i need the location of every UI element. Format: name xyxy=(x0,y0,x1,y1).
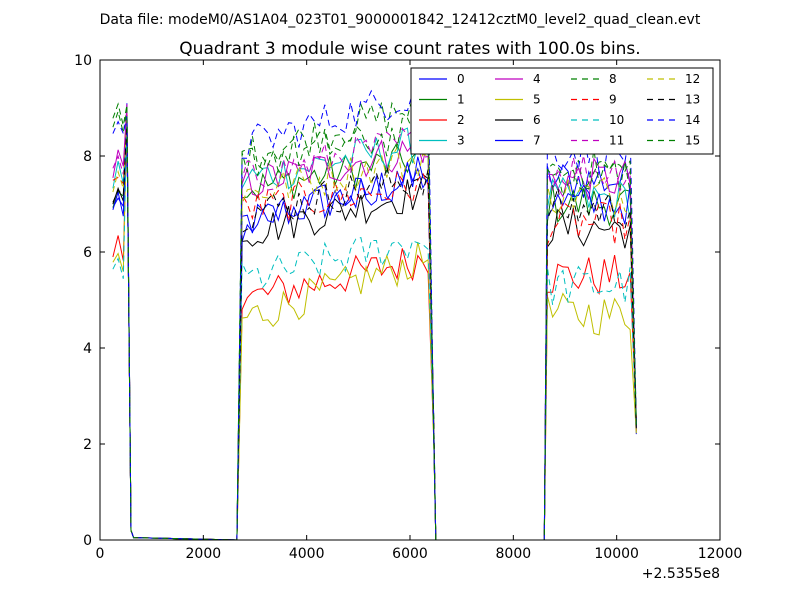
series-line-5 xyxy=(112,109,637,541)
y-tick-label: 6 xyxy=(83,245,92,261)
x-tick-label: 4000 xyxy=(289,546,325,562)
y-tick-label: 8 xyxy=(83,149,92,165)
series-line-1 xyxy=(112,122,637,541)
legend-label-8: 8 xyxy=(609,72,617,86)
series-line-2 xyxy=(112,122,637,541)
legend-label-5: 5 xyxy=(533,93,541,107)
legend-label-14: 14 xyxy=(685,113,700,127)
series-line-9 xyxy=(112,114,637,541)
x-tick-label: 6000 xyxy=(392,546,428,562)
legend-label-9: 9 xyxy=(609,93,617,107)
y-tick-label: 10 xyxy=(74,53,92,69)
legend-label-15: 15 xyxy=(685,134,700,148)
series-line-14 xyxy=(112,79,637,541)
legend-label-2: 2 xyxy=(457,113,465,127)
series-line-13 xyxy=(112,122,637,541)
legend-label-1: 1 xyxy=(457,93,465,107)
x-tick-label: 10000 xyxy=(594,546,639,562)
x-tick-label: 8000 xyxy=(496,546,532,562)
series-line-4 xyxy=(112,104,637,541)
y-tick-label: 2 xyxy=(83,437,92,453)
x-tick-label: 2000 xyxy=(186,546,222,562)
x-offset-label: +2.5355e8 xyxy=(642,566,720,582)
y-tick-label: 0 xyxy=(83,533,92,549)
series-line-12 xyxy=(112,118,637,541)
series-line-7 xyxy=(112,113,637,541)
legend-label-3: 3 xyxy=(457,134,465,148)
legend-frame xyxy=(410,67,714,155)
series-line-8 xyxy=(112,90,637,541)
series-line-10 xyxy=(112,116,637,541)
legend-label-4: 4 xyxy=(533,72,541,86)
x-tick-label: 12000 xyxy=(698,546,743,562)
legend-label-0: 0 xyxy=(457,72,465,86)
series-layer xyxy=(112,79,637,541)
series-line-6 xyxy=(112,120,637,541)
legend-label-13: 13 xyxy=(685,93,700,107)
series-line-15 xyxy=(112,102,637,541)
figure-suptitle: Data file: modeM0/AS1A04_023T01_90000018… xyxy=(100,12,701,28)
legend-label-6: 6 xyxy=(533,113,541,127)
legend-label-10: 10 xyxy=(609,113,624,127)
legend-label-7: 7 xyxy=(533,134,541,148)
series-line-11 xyxy=(112,107,637,541)
x-tick-label: 0 xyxy=(96,546,105,562)
legend-label-11: 11 xyxy=(609,134,624,148)
legend-label-12: 12 xyxy=(685,72,700,86)
y-tick-label: 4 xyxy=(83,341,92,357)
chart-title: Quadrant 3 module wise count rates with … xyxy=(179,39,640,59)
